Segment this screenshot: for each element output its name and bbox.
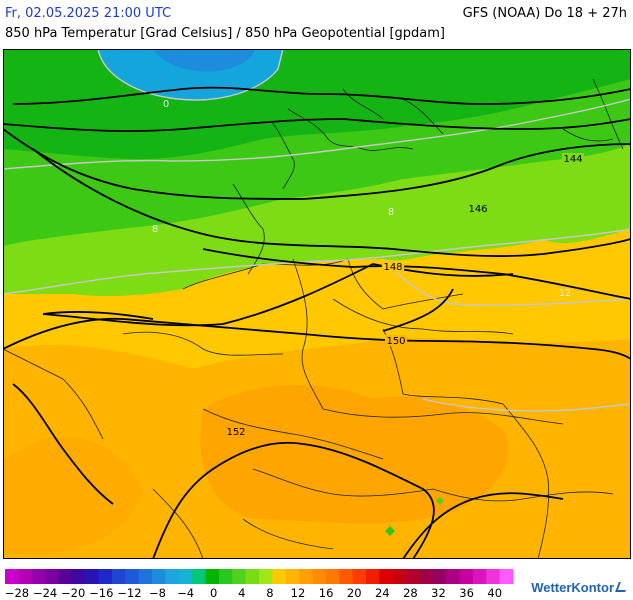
legend-swatch bbox=[58, 569, 73, 584]
legend-tick-label: 12 bbox=[291, 586, 306, 600]
geopotential-label-bg bbox=[382, 261, 404, 272]
color-scale-legend: −28 −24 −20 −16 −12 −8 −4 0 4 8 12 16 20 24 28 32 36 40 bbox=[5, 569, 514, 600]
geopotential-label-bg bbox=[385, 335, 407, 346]
legend-swatch bbox=[472, 569, 487, 584]
legend-swatch bbox=[5, 569, 19, 584]
map-subtitle: 850 hPa Temperatur [Grad Celsius] / 850 … bbox=[5, 26, 446, 41]
legend-swatch bbox=[365, 569, 380, 584]
geopotential-label-bg bbox=[467, 203, 489, 214]
legend-swatch bbox=[272, 569, 287, 584]
brand-logo: WetterKontor bbox=[531, 580, 629, 595]
temperature-label: 8 bbox=[152, 224, 158, 235]
legend-swatch bbox=[419, 569, 434, 584]
temp-area-minus4 bbox=[153, 49, 255, 72]
legend-tick-label: −8 bbox=[149, 586, 166, 600]
legend-tick-label: 32 bbox=[431, 586, 446, 600]
geopotential-label: 150 bbox=[386, 336, 405, 347]
legend-swatch bbox=[31, 569, 46, 584]
legend-swatch bbox=[299, 569, 313, 584]
legend-tick-label: 24 bbox=[375, 586, 390, 600]
legend-tick-label: 16 bbox=[319, 586, 334, 600]
forecast-datetime: Fr, 02.05.2025 21:00 UTC bbox=[5, 6, 172, 21]
temp-area-warm-west bbox=[3, 436, 143, 554]
geopotential-label: 152 bbox=[226, 427, 245, 438]
legend-swatch bbox=[98, 569, 113, 584]
legend-swatch bbox=[152, 569, 166, 584]
geopotential-contours bbox=[3, 86, 631, 559]
legend-swatch bbox=[339, 569, 354, 584]
geopotential-label: 148 bbox=[383, 262, 402, 273]
legend-tick-label: 40 bbox=[487, 586, 502, 600]
legend-swatch bbox=[45, 569, 59, 584]
legend-swatch bbox=[259, 569, 273, 584]
legend-tick-label: −12 bbox=[117, 586, 141, 600]
legend-tick-label: −24 bbox=[33, 586, 57, 600]
legend-swatch bbox=[459, 569, 474, 584]
legend-swatch bbox=[178, 569, 193, 584]
legend-swatch bbox=[165, 569, 180, 584]
legend-swatch bbox=[392, 569, 407, 584]
model-run-label: GFS (NOAA) Do 18 + 27h bbox=[462, 6, 627, 21]
legend-swatch bbox=[232, 569, 247, 584]
legend-swatch bbox=[432, 569, 447, 584]
legend-tick-label: 8 bbox=[266, 586, 273, 600]
legend-swatch bbox=[71, 569, 86, 584]
legend-swatch bbox=[125, 569, 140, 584]
brand-icon bbox=[615, 582, 629, 592]
legend-swatch bbox=[446, 569, 461, 584]
legend-tick-label: 0 bbox=[210, 586, 217, 600]
temp-area-warm-core bbox=[200, 385, 509, 524]
legend-tick-label: 20 bbox=[347, 586, 362, 600]
green-marker-2 bbox=[436, 497, 444, 505]
geopotential-label-bg bbox=[225, 426, 247, 437]
legend-swatch bbox=[312, 569, 327, 584]
legend-tick-label: −16 bbox=[89, 586, 113, 600]
brand-name: WetterKontor bbox=[531, 580, 614, 595]
legend-swatch bbox=[486, 569, 501, 584]
green-marker bbox=[385, 526, 395, 536]
legend-swatch bbox=[218, 569, 233, 584]
legend-swatch bbox=[138, 569, 153, 584]
geopotential-label-bg bbox=[562, 153, 584, 164]
legend-swatch bbox=[352, 569, 367, 584]
legend-tick-label: −4 bbox=[177, 586, 194, 600]
legend-swatch bbox=[245, 569, 260, 584]
legend-swatch bbox=[379, 569, 394, 584]
geopotential-label: 146 bbox=[468, 204, 487, 215]
temperature-label: 0 bbox=[163, 99, 169, 110]
legend-swatch bbox=[111, 569, 126, 584]
legend-tick-label: −28 bbox=[5, 586, 29, 600]
temperature-label: 8 bbox=[388, 207, 394, 218]
legend-tick-label: 36 bbox=[459, 586, 474, 600]
legend-swatch bbox=[18, 569, 33, 584]
weather-map: 144 146 148 150 152 0 8 8 12 bbox=[3, 49, 631, 559]
legend-swatch bbox=[192, 569, 207, 584]
legend-swatch bbox=[285, 569, 300, 584]
geopotential-label: 144 bbox=[563, 154, 582, 165]
isotherms bbox=[3, 49, 631, 412]
legend-swatch bbox=[85, 569, 100, 584]
legend-tick-label: 4 bbox=[238, 586, 245, 600]
legend-swatch bbox=[205, 569, 220, 584]
legend-tick-label: 28 bbox=[403, 586, 418, 600]
temperature-label: 12 bbox=[559, 288, 572, 299]
legend-swatch bbox=[406, 569, 420, 584]
legend-tick-label: −20 bbox=[61, 586, 85, 600]
legend-swatch bbox=[325, 569, 340, 584]
legend-swatch bbox=[499, 569, 514, 584]
